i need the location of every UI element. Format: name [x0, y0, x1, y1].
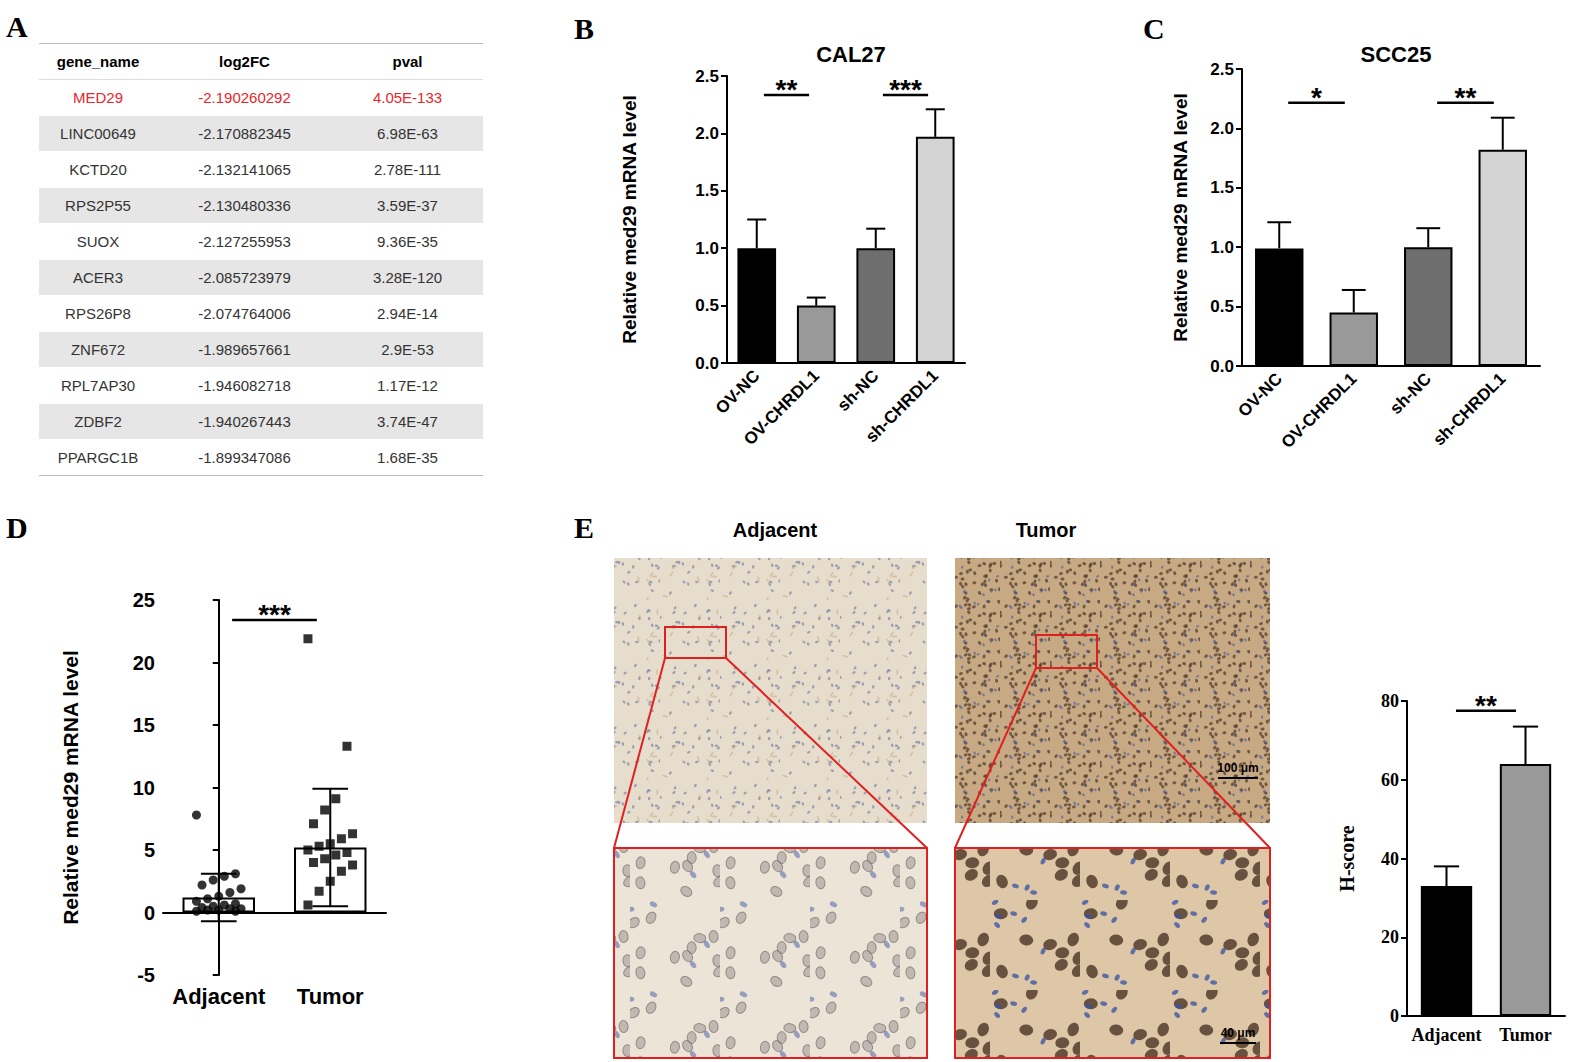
html-text:1.68E-35: 1.68E-35 — [377, 449, 438, 466]
svg-text:*: * — [1311, 82, 1322, 113]
svg-text:H-score: H-score — [1336, 825, 1358, 891]
svg-text:0: 0 — [144, 902, 155, 924]
html-text:1.17E-12: 1.17E-12 — [377, 377, 438, 394]
svg-text:**: ** — [1475, 690, 1497, 721]
svg-text:Adjacent: Adjacent — [172, 984, 266, 1009]
html-text:-2.127255953: -2.127255953 — [198, 233, 291, 250]
svg-text:OV-NC: OV-NC — [1234, 369, 1285, 420]
svg-text:sh-CHRDL1: sh-CHRDL1 — [1429, 369, 1509, 449]
html-text:ZDBF2: ZDBF2 — [74, 413, 122, 430]
svg-text:1.5: 1.5 — [1210, 178, 1234, 197]
html-text:-2.190260292: -2.190260292 — [198, 89, 291, 106]
html-text:A: A — [6, 10, 28, 43]
svg-text:0.5: 0.5 — [1210, 297, 1234, 316]
svg-text:SCC25: SCC25 — [1361, 42, 1432, 67]
html-text:LINC00649: LINC00649 — [60, 125, 136, 142]
svg-text:OV-NC: OV-NC — [712, 366, 763, 417]
svg-text:0.0: 0.0 — [695, 354, 719, 373]
svg-text:Adjacent: Adjacent — [733, 519, 818, 541]
html-text:KCTD20: KCTD20 — [69, 161, 127, 178]
html-text:ZNF672: ZNF672 — [70, 341, 126, 358]
svg-text:0.5: 0.5 — [695, 296, 719, 315]
svg-text:sh-CHRDL1: sh-CHRDL1 — [862, 366, 942, 446]
html-text:-2.130480336: -2.130480336 — [198, 197, 291, 214]
html-text:-2.132141065: -2.132141065 — [198, 161, 291, 178]
html-text:-1.989657661: -1.989657661 — [198, 341, 291, 358]
svg-text:40 μm: 40 μm — [1221, 1026, 1256, 1040]
svg-text:1.5: 1.5 — [695, 181, 719, 200]
svg-text:0: 0 — [1390, 1006, 1399, 1026]
html-text:-2.170882345: -2.170882345 — [198, 125, 291, 142]
html-text:C: C — [1143, 12, 1165, 45]
html-text:E: E — [574, 511, 594, 544]
svg-text:**: ** — [1455, 82, 1477, 113]
svg-text:2.5: 2.5 — [695, 67, 719, 86]
html-text:RPS26P8: RPS26P8 — [65, 305, 131, 322]
svg-text:Relative med29 mRNA level: Relative med29 mRNA level — [59, 650, 82, 925]
html-text:9.36E-35: 9.36E-35 — [377, 233, 438, 250]
html-text:ACER3: ACER3 — [73, 269, 123, 286]
svg-text:Tumor: Tumor — [297, 984, 364, 1009]
html-text:3.28E-120: 3.28E-120 — [372, 269, 443, 286]
svg-text:sh-NC: sh-NC — [834, 366, 883, 415]
svg-text:2.0: 2.0 — [695, 124, 719, 143]
svg-text:Relative med29 mRNA level: Relative med29 mRNA level — [1170, 93, 1191, 342]
html-text:-1.940267443: -1.940267443 — [198, 413, 291, 430]
svg-text:2.5: 2.5 — [1210, 60, 1234, 79]
html-text:MED29: MED29 — [73, 89, 123, 106]
svg-text:-5: -5 — [137, 964, 155, 986]
svg-text:Adjacent: Adjacent — [1412, 1025, 1482, 1045]
html-text:2.94E-14: 2.94E-14 — [377, 305, 438, 322]
html-text:B: B — [574, 12, 594, 45]
html-text:2.78E-111: 2.78E-111 — [374, 161, 441, 178]
html-text:3.59E-37: 3.59E-37 — [377, 197, 438, 214]
html-text:-1.946082718: -1.946082718 — [198, 377, 291, 394]
svg-text:60: 60 — [1381, 770, 1399, 790]
svg-text:80: 80 — [1381, 691, 1399, 711]
svg-text:Relative med29 mRNA level: Relative med29 mRNA level — [619, 95, 640, 344]
html-text:3.74E-47: 3.74E-47 — [377, 413, 438, 430]
svg-text:2.0: 2.0 — [1210, 119, 1234, 138]
svg-text:Tumor: Tumor — [1016, 519, 1077, 541]
html-text:log2FC: log2FC — [219, 53, 270, 70]
svg-text:0.0: 0.0 — [1210, 357, 1234, 376]
html-text:6.98E-63: 6.98E-63 — [377, 125, 438, 142]
svg-text:1.0: 1.0 — [695, 239, 719, 258]
svg-text:10: 10 — [133, 777, 155, 799]
svg-text:***: *** — [258, 599, 291, 630]
html-text:-2.085723979: -2.085723979 — [198, 269, 291, 286]
svg-text:OV-CHRDL1: OV-CHRDL1 — [740, 366, 823, 449]
svg-text:20: 20 — [1381, 927, 1399, 947]
svg-text:100 μm: 100 μm — [1217, 761, 1258, 775]
svg-text:***: *** — [889, 74, 922, 105]
html-text:pval: pval — [392, 53, 423, 70]
svg-text:5: 5 — [144, 839, 155, 861]
html-text:RPL7AP30: RPL7AP30 — [60, 377, 136, 394]
svg-text:40: 40 — [1381, 849, 1399, 869]
html-text:RPS2P55: RPS2P55 — [65, 197, 131, 214]
html-text:PPARGC1B: PPARGC1B — [57, 449, 139, 466]
svg-text:CAL27: CAL27 — [816, 42, 886, 67]
svg-text:**: ** — [776, 74, 798, 105]
html-text:-1.899347086: -1.899347086 — [198, 449, 291, 466]
html-text:-2.074764006: -2.074764006 — [198, 305, 291, 322]
svg-text:20: 20 — [133, 652, 155, 674]
svg-text:1.0: 1.0 — [1210, 238, 1234, 257]
html-text:SUOX: SUOX — [76, 233, 120, 250]
svg-text:Tumor: Tumor — [1499, 1025, 1551, 1045]
svg-text:OV-CHRDL1: OV-CHRDL1 — [1278, 369, 1361, 452]
html-text:4.05E-133: 4.05E-133 — [372, 89, 443, 106]
html-text:D: D — [6, 511, 28, 544]
svg-text:25: 25 — [133, 589, 155, 611]
html-text:gene_name: gene_name — [56, 53, 140, 70]
svg-text:15: 15 — [133, 714, 155, 736]
svg-text:sh-NC: sh-NC — [1386, 369, 1435, 418]
html-text:2.9E-53: 2.9E-53 — [381, 341, 434, 358]
